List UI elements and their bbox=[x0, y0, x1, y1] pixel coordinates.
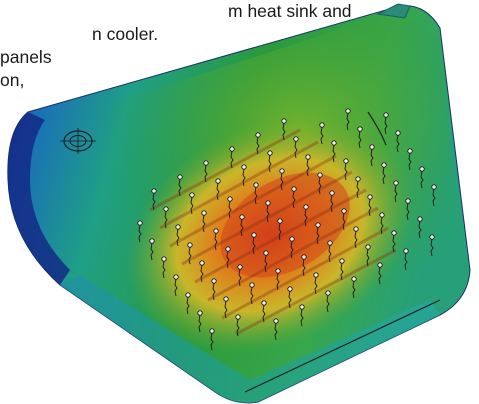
probe-pin bbox=[223, 296, 229, 319]
caption-line: n cooler. bbox=[92, 24, 159, 44]
probe-pin bbox=[405, 198, 411, 221]
mount-hole bbox=[60, 128, 96, 154]
probe-pin bbox=[151, 188, 157, 211]
probe-pin bbox=[265, 200, 271, 223]
probe-pin bbox=[365, 244, 371, 267]
probe-pin bbox=[341, 208, 347, 231]
probe-pin bbox=[301, 254, 307, 277]
probe-pin bbox=[319, 122, 325, 145]
probe-pin bbox=[431, 184, 437, 207]
right-rail bbox=[367, 111, 387, 146]
probe-pin bbox=[255, 132, 261, 155]
probe-pin bbox=[197, 310, 203, 333]
probe-pin bbox=[189, 192, 195, 215]
probe-pin bbox=[289, 236, 295, 259]
probe-pin bbox=[357, 126, 363, 149]
probe-pin bbox=[287, 286, 293, 309]
probe-pin bbox=[417, 216, 423, 239]
probe-pin bbox=[381, 162, 387, 185]
probe-pin bbox=[177, 174, 183, 197]
probe-pin bbox=[315, 222, 321, 245]
probe-pin bbox=[213, 228, 219, 251]
probe-pin bbox=[353, 226, 359, 249]
probe-pin bbox=[403, 248, 409, 271]
caption-text: m heat sink and n cooler. panels on, bbox=[0, 0, 352, 92]
probe-pin bbox=[281, 118, 287, 141]
probe-pin bbox=[339, 258, 345, 281]
probe-pin bbox=[215, 178, 221, 201]
probe-pin bbox=[261, 300, 267, 323]
probe-pin bbox=[279, 168, 285, 191]
probe-pin bbox=[275, 268, 281, 291]
probe-pin bbox=[291, 186, 297, 209]
probe-pin bbox=[317, 172, 323, 195]
probe-pin bbox=[263, 250, 269, 273]
probe-pin bbox=[201, 210, 207, 233]
probe-pin bbox=[235, 314, 241, 337]
probe-pin bbox=[163, 206, 169, 229]
probe-pin bbox=[241, 164, 247, 187]
probe-pin bbox=[355, 176, 361, 199]
probe-pin bbox=[267, 150, 273, 173]
probe-pin bbox=[187, 242, 193, 265]
probe-pin bbox=[237, 264, 243, 287]
probe-pin bbox=[203, 160, 209, 183]
caption-line: m heat sink and bbox=[228, 1, 352, 21]
probe-pin bbox=[249, 282, 255, 305]
probe-pin bbox=[149, 238, 155, 261]
probe-pin bbox=[225, 246, 231, 269]
probe-pin bbox=[239, 214, 245, 237]
probe-pin bbox=[299, 304, 305, 327]
probe-pin bbox=[175, 224, 181, 247]
probe-pin bbox=[329, 190, 335, 213]
probe-pin bbox=[313, 272, 319, 295]
probe-pin bbox=[393, 180, 399, 203]
probe-pin bbox=[305, 154, 311, 177]
probe-pin bbox=[161, 256, 167, 279]
probe-pin bbox=[199, 260, 205, 283]
probe-pin bbox=[383, 112, 389, 135]
probe-pin bbox=[211, 278, 217, 301]
probe-pin bbox=[429, 234, 435, 257]
probe-pin bbox=[351, 276, 357, 299]
probe-pins bbox=[137, 108, 437, 351]
caption-line: on, bbox=[0, 70, 25, 90]
plate-left-edge bbox=[7, 112, 70, 285]
probe-pin bbox=[173, 274, 179, 297]
probe-pin bbox=[391, 230, 397, 253]
probe-pin bbox=[379, 212, 385, 235]
probe-pin bbox=[227, 196, 233, 219]
probe-pin bbox=[343, 158, 349, 181]
probe-pin bbox=[251, 232, 257, 255]
probe-pin bbox=[407, 148, 413, 171]
caption-line: panels bbox=[0, 47, 52, 67]
plate-tab bbox=[376, 3, 411, 19]
probe-pin bbox=[303, 204, 309, 227]
probe-pin bbox=[185, 292, 191, 315]
probe-pin bbox=[369, 144, 375, 167]
probe-pin bbox=[419, 166, 425, 189]
bottom-rail bbox=[244, 299, 441, 393]
probe-pin bbox=[209, 328, 215, 351]
probe-pin bbox=[345, 108, 351, 131]
probe-pin bbox=[253, 182, 259, 205]
probe-pin bbox=[277, 218, 283, 241]
probe-pin bbox=[367, 194, 373, 217]
probe-pin bbox=[293, 136, 299, 159]
probe-pin bbox=[327, 240, 333, 263]
probe-pin bbox=[395, 130, 401, 153]
probe-pin bbox=[377, 262, 383, 285]
probe-pin bbox=[229, 146, 235, 169]
probe-pin bbox=[273, 318, 279, 341]
probe-pin bbox=[331, 140, 337, 163]
probe-pin bbox=[325, 290, 331, 313]
probe-pin bbox=[137, 220, 143, 243]
